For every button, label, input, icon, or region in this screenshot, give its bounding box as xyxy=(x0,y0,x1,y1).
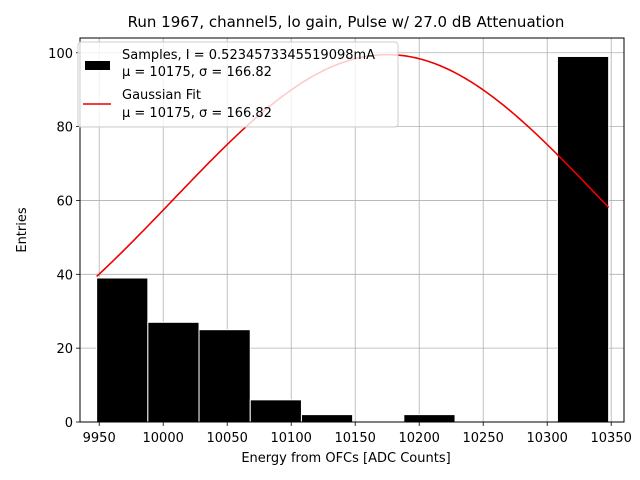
chart-title: Run 1967, channel5, lo gain, Pulse w/ 27… xyxy=(128,13,565,31)
legend-samples-swatch xyxy=(85,61,110,70)
histogram-bar xyxy=(147,321,200,423)
histogram-bar xyxy=(96,277,149,423)
histogram-bar xyxy=(198,329,251,423)
y-tick-label: 80 xyxy=(56,121,73,136)
x-tick-label: 10000 xyxy=(143,431,184,446)
x-tick-label: 10350 xyxy=(591,431,632,446)
legend-fit-stats: μ = 10175, σ = 166.82 xyxy=(122,106,272,121)
x-tick-label: 10150 xyxy=(335,431,376,446)
y-tick-label: 0 xyxy=(65,416,73,431)
x-tick-label: 10300 xyxy=(527,431,568,446)
histogram-bar xyxy=(556,55,610,423)
legend-fit-label: Gaussian Fit xyxy=(122,88,201,103)
x-axis-label: Energy from OFCs [ADC Counts] xyxy=(241,451,450,466)
plot-frame xyxy=(79,37,625,423)
x-axis-ticks: 9950 10000 10050 10100 10150 10200 10250 10300 1… xyxy=(83,422,632,446)
y-axis-ticks: 0 20 40 60 80 100 xyxy=(48,47,80,431)
x-tick-label: 10100 xyxy=(271,431,312,446)
x-tick-label: 10200 xyxy=(399,431,440,446)
x-tick-label: 10250 xyxy=(463,431,504,446)
histogram-bar xyxy=(403,414,456,423)
legend: Samples, I = 0.5234573345519098mA μ = 10… xyxy=(77,41,399,128)
y-tick-label: 20 xyxy=(56,342,73,357)
histogram-bar xyxy=(300,414,354,423)
y-tick-label: 40 xyxy=(56,268,73,283)
x-tick-label: 10050 xyxy=(207,431,248,446)
legend-samples-stats: μ = 10175, σ = 166.82 xyxy=(122,65,272,80)
histogram-bars xyxy=(96,55,610,423)
legend-box xyxy=(77,41,399,128)
y-tick-label: 60 xyxy=(56,194,73,209)
histogram-bar xyxy=(249,399,302,423)
y-axis-label: Entries xyxy=(15,207,30,253)
legend-samples-label: Samples, I = 0.5234573345519098mA xyxy=(122,48,375,63)
x-tick-label: 9950 xyxy=(83,431,116,446)
y-tick-label: 100 xyxy=(48,47,73,62)
